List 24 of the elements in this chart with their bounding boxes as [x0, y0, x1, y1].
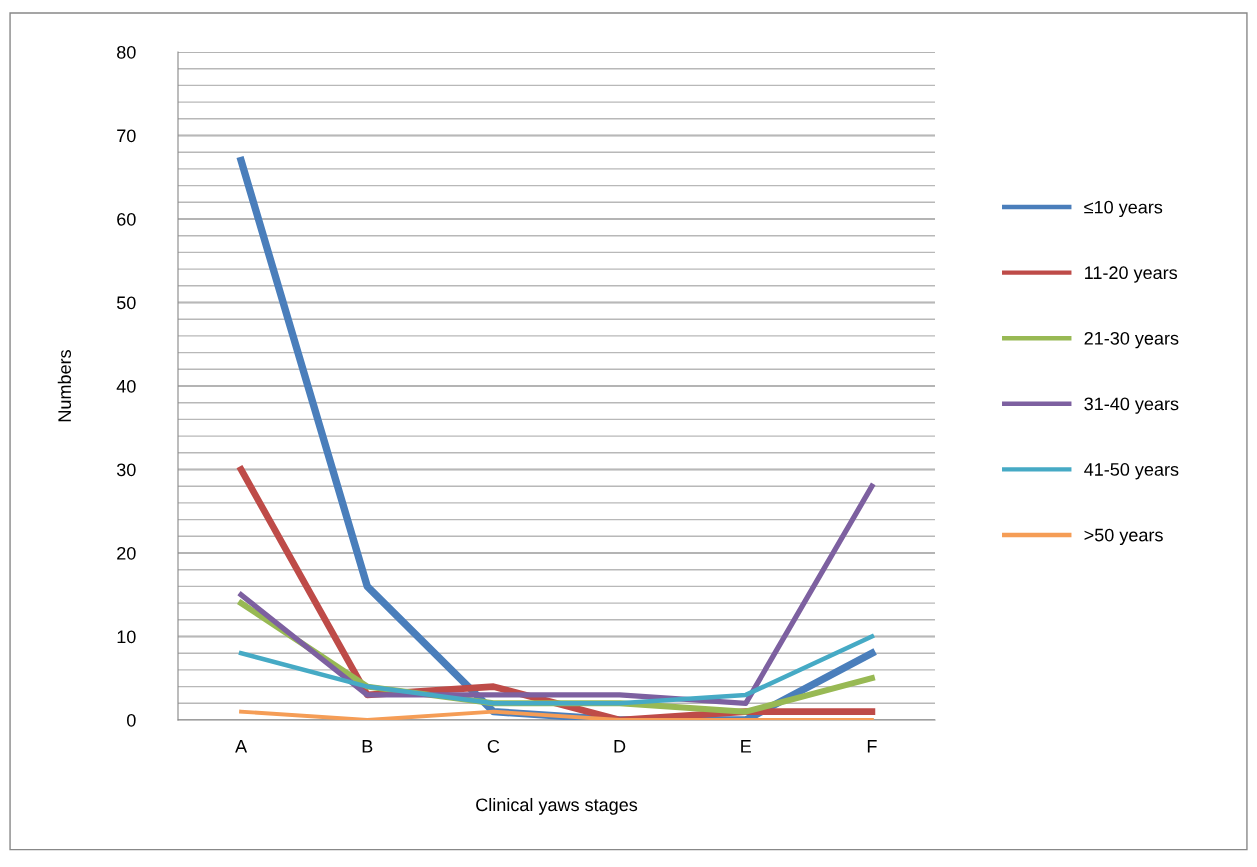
- y-axis-title: Numbers: [57, 350, 72, 422]
- legend-label: 21-30 years: [1084, 331, 1179, 349]
- y-tick-label: 50: [116, 296, 136, 310]
- legend-label: 11-20 years: [1085, 266, 1178, 283]
- y-tick-label: 0: [127, 713, 136, 727]
- line-series: [238, 634, 875, 706]
- x-tick-label: C: [487, 739, 500, 753]
- y-tick-label: 70: [117, 129, 136, 143]
- y-tick-label: 40: [116, 379, 136, 393]
- y-tick-label: 20: [117, 546, 136, 560]
- x-tick-label: D: [614, 740, 626, 753]
- legend-label: 31-40 years: [1084, 397, 1179, 414]
- legend-label: 41-50 years: [1084, 463, 1179, 480]
- x-tick-label: F: [867, 740, 877, 753]
- legend-label: >50 years: [1084, 528, 1163, 546]
- x-axis-title: Clinical yaws stages: [476, 797, 638, 815]
- x-tick-label: E: [741, 740, 751, 753]
- legend-label: ≤10 years: [1084, 200, 1163, 218]
- y-tick-label: 80: [117, 45, 136, 59]
- y-tick-label: 10: [117, 630, 136, 644]
- x-tick-label: B: [362, 740, 373, 753]
- x-tick-label: A: [235, 740, 248, 753]
- y-tick-label: 60: [117, 212, 136, 226]
- y-tick-label: 30: [116, 463, 136, 477]
